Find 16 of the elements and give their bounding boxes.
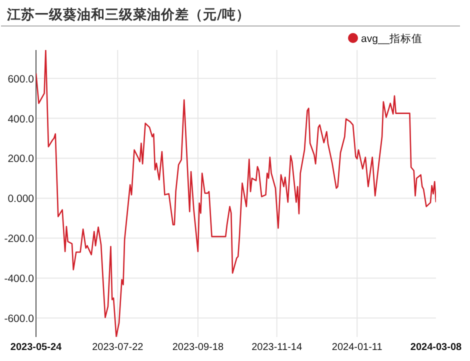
ytick: 400.0 bbox=[8, 113, 34, 126]
xtick: 2023-11-14 bbox=[252, 342, 302, 353]
legend: avg__指标值 bbox=[348, 33, 423, 45]
ytick: -400.0 bbox=[4, 273, 34, 286]
xtick: 2023-09-18 bbox=[172, 342, 224, 353]
ytick: -200.0 bbox=[4, 233, 34, 246]
title: 江苏一级葵油和三级菜油价差（元/吨） bbox=[7, 7, 250, 23]
xtick: 2023-05-24 bbox=[10, 342, 62, 353]
ytick: -600.0 bbox=[4, 313, 34, 326]
xtick: 2024-03-08 bbox=[410, 342, 462, 353]
ytick: 600.0 bbox=[8, 73, 34, 86]
xtick: 2023-07-22 bbox=[92, 342, 144, 353]
xtick: 2024-01-11 bbox=[332, 342, 382, 353]
ytick: 200.0 bbox=[8, 153, 34, 166]
legend-label: avg__指标值 bbox=[361, 33, 423, 45]
ytick: 0.000 bbox=[8, 193, 34, 206]
